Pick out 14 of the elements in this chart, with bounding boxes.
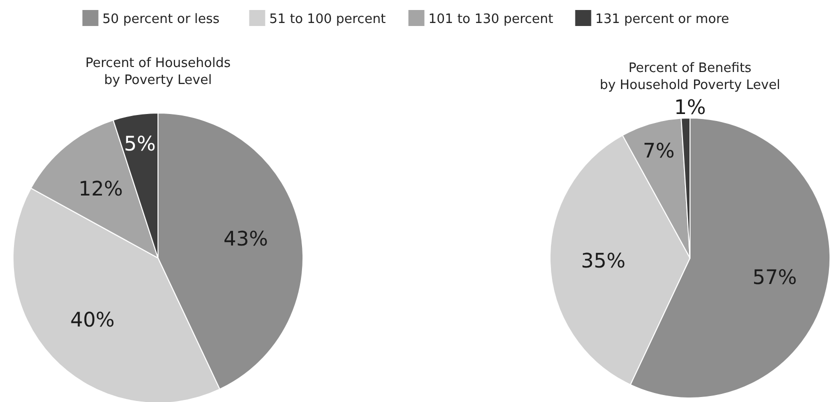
data-label: 57% (752, 264, 797, 289)
data-label: 1% (674, 95, 706, 119)
legend-label: 131 percent or more (595, 12, 730, 27)
legend-label: 101 to 130 percent (428, 12, 554, 27)
data-label: 43% (224, 226, 268, 250)
legend-label: 51 to 100 percent (269, 12, 386, 27)
chart-title: Percent of Benefits by Household Poverty Level (600, 61, 780, 93)
data-label: 12% (78, 176, 123, 201)
data-label: 5% (124, 131, 156, 156)
data-label: 7% (642, 138, 675, 162)
legend-label: 50 percent or less (102, 12, 220, 27)
text: Percent of Households by Poverty Level (85, 56, 231, 88)
data-label: 35% (581, 248, 626, 273)
data-label: 40% (70, 308, 115, 332)
